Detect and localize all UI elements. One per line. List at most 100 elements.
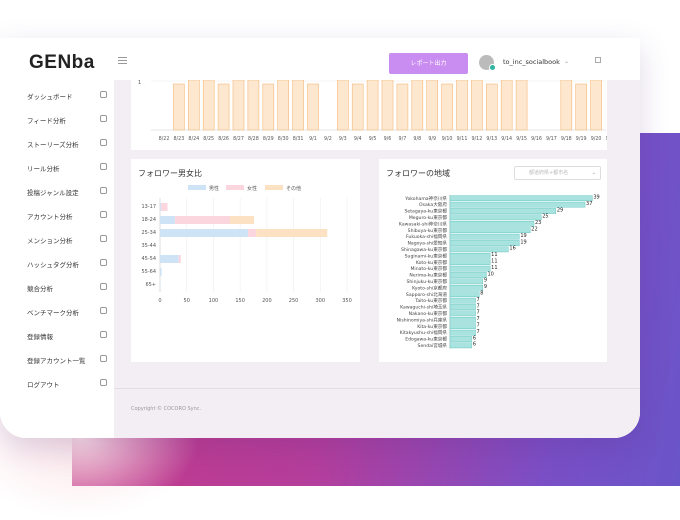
daily-bar bbox=[173, 83, 185, 131]
x-tick-label: 9/1 bbox=[309, 136, 317, 142]
gender-bar bbox=[160, 203, 162, 211]
menu-icon[interactable] bbox=[118, 57, 127, 64]
region-bar bbox=[449, 284, 484, 291]
y-tick-label: 35-44 bbox=[141, 243, 156, 249]
legend-swatch bbox=[226, 185, 244, 190]
data-label: 9 bbox=[484, 278, 487, 284]
data-label: 7 bbox=[477, 297, 480, 303]
y-tick-label: Edogawa-ku東京都 bbox=[405, 336, 447, 343]
data-label: 9 bbox=[484, 284, 487, 290]
x-tick-label: 9/8 bbox=[413, 136, 421, 142]
x-tick-label: 350 bbox=[342, 298, 352, 304]
data-label: 19 bbox=[520, 239, 526, 245]
data-label: 6 bbox=[473, 342, 476, 348]
at-icon bbox=[100, 235, 107, 242]
legend-label: その他 bbox=[286, 186, 302, 192]
daily-bar bbox=[411, 80, 424, 131]
sidebar-item-reels[interactable]: リール分析 bbox=[27, 163, 107, 175]
main-content: 1 8/22 8/23 8/24 8/25 8/26 8/27 8/28 8/29 8/30 8/… bbox=[114, 80, 640, 438]
sidebar-item-accounts-list[interactable]: 登録アカウント一覧 bbox=[27, 355, 107, 367]
username[interactable]: to_inc_socialbook bbox=[503, 58, 560, 66]
x-tick-label: 9/3 bbox=[339, 136, 347, 142]
daily-bar bbox=[590, 80, 602, 131]
sidebar-item-stories[interactable]: ストーリーズ分析 bbox=[27, 139, 107, 151]
region-bar bbox=[449, 208, 557, 214]
users-icon bbox=[100, 211, 107, 218]
region-bar bbox=[449, 201, 586, 208]
region-chart-card: フォロワーの地域 都道府県+都市名 ⌄ Yokohama神奈川県 39 Osaka大… bbox=[379, 159, 607, 362]
daily-bar bbox=[262, 83, 275, 131]
sidebar-item-benchmark[interactable]: ベンチマーク分析 bbox=[27, 307, 107, 319]
x-tick-label: 9/4 bbox=[354, 136, 362, 142]
sidebar-item-competitor[interactable]: 競合分析 bbox=[27, 283, 107, 295]
y-tick-label: Shinjuku-ku東京都 bbox=[406, 278, 447, 285]
sidebar-item-label: メンション分析 bbox=[27, 237, 73, 245]
y-tick-label: 1 bbox=[138, 80, 142, 86]
daily-bar bbox=[471, 80, 483, 131]
y-tick-label: Kitakyushu-shi福岡県 bbox=[400, 329, 448, 336]
region-bar bbox=[449, 195, 593, 201]
region-bar bbox=[449, 233, 520, 240]
daily-bar bbox=[232, 80, 245, 131]
logo: GENba bbox=[29, 52, 95, 73]
daily-bar bbox=[247, 80, 260, 131]
sidebar-item-hashtag[interactable]: ハッシュタグ分析 bbox=[27, 259, 107, 271]
x-tick-label: 50 bbox=[184, 298, 190, 304]
gender-bar bbox=[160, 281, 161, 289]
fullscreen-icon[interactable] bbox=[595, 57, 601, 63]
gender-bar bbox=[161, 203, 168, 211]
data-label: 11 bbox=[491, 265, 497, 271]
x-tick-label: 8/27 bbox=[233, 136, 244, 142]
region-select[interactable]: 都道府県+都市名 ⌄ bbox=[514, 166, 601, 180]
gender-bar bbox=[229, 216, 255, 224]
daily-bar bbox=[560, 80, 573, 131]
header: GENba レポート出力 to_inc_socialbook ⌄ bbox=[0, 38, 640, 80]
select-placeholder: 都道府県+都市名 bbox=[529, 170, 569, 176]
x-tick-label: 9/20 bbox=[591, 136, 602, 142]
region-chart: Yokohama神奈川県 39 Osaka大阪府 37 Setagaya-ku東京都 29… bbox=[397, 195, 600, 350]
x-tick-label: 9/9 bbox=[428, 136, 436, 142]
daily-bar bbox=[307, 83, 319, 131]
x-tick-label: 9/5 bbox=[369, 136, 377, 142]
y-tick-label: Nerima-ku東京都 bbox=[409, 272, 447, 279]
data-label: 16 bbox=[509, 246, 515, 252]
y-tick-label: Shinagawa-ku東京都 bbox=[401, 246, 447, 253]
region-bar bbox=[449, 304, 476, 310]
daily-bar bbox=[337, 80, 349, 131]
legend-label: 女性 bbox=[247, 186, 258, 192]
region-bar bbox=[449, 336, 473, 342]
legend-swatch bbox=[188, 185, 206, 190]
daily-bar bbox=[217, 83, 230, 131]
daily-bar bbox=[366, 80, 379, 131]
sidebar-item-label: フィード分析 bbox=[27, 117, 66, 125]
sidebar-item-account[interactable]: アカウント分析 bbox=[27, 211, 107, 223]
sidebar-item-dashboard[interactable]: ダッシュボード bbox=[27, 91, 107, 103]
x-tick-label: 8/29 bbox=[263, 136, 274, 142]
data-label: 7 bbox=[477, 316, 480, 322]
sidebar-item-registration[interactable]: 登録情報 bbox=[27, 331, 107, 343]
sidebar-item-label: アカウント分析 bbox=[27, 213, 73, 221]
region-bar bbox=[449, 291, 480, 298]
daily-bar bbox=[351, 83, 364, 131]
sidebar-item-feed[interactable]: フィード分析 bbox=[27, 115, 107, 127]
data-label: 6 bbox=[473, 335, 476, 341]
sidebar-item-genre[interactable]: 投稿ジャンル設定 bbox=[27, 187, 107, 199]
sidebar-item-label: 登録情報 bbox=[27, 333, 53, 341]
chevron-down-icon[interactable]: ⌄ bbox=[564, 58, 570, 65]
y-tick-label: Nagoya-shi愛知県 bbox=[407, 240, 447, 247]
daily-bar bbox=[456, 80, 468, 131]
sidebar-item-logout[interactable]: ログアウト bbox=[27, 379, 107, 391]
data-label: 19 bbox=[520, 233, 526, 239]
region-bar bbox=[449, 252, 491, 259]
y-tick-label: Fukuoka-shi福岡県 bbox=[406, 233, 447, 240]
gender-chart: 0 50 100 150 200 250 300 350 13-17 18-24 25-34 35-4… bbox=[141, 198, 352, 304]
avatar[interactable] bbox=[479, 55, 496, 71]
report-export-button[interactable]: レポート出力 bbox=[389, 53, 468, 74]
sidebar-item-mention[interactable]: メンション分析 bbox=[27, 235, 107, 247]
data-label: 37 bbox=[586, 201, 592, 207]
daily-bar bbox=[426, 80, 439, 131]
data-label: 22 bbox=[531, 227, 537, 233]
data-label: 25 bbox=[542, 214, 548, 220]
legend-label: 男性 bbox=[209, 186, 220, 192]
data-label: 7 bbox=[477, 323, 480, 329]
